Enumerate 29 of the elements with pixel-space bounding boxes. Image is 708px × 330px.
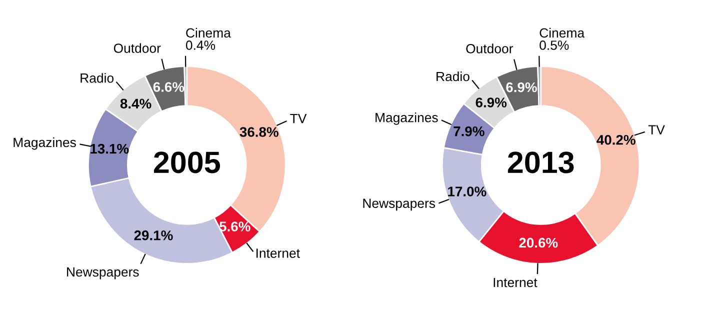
data-label: 6.9%	[476, 98, 507, 108]
slice-label: Magazines	[14, 137, 76, 150]
slice-label: Radio	[80, 73, 114, 83]
data-label: 36.8%	[240, 127, 278, 137]
slice-label: Radio	[436, 71, 470, 82]
data-label: 0.5%	[540, 40, 569, 50]
data-label: 0.4%	[186, 40, 216, 50]
slice-label: TV	[648, 125, 665, 134]
slice-label: Outdoor	[114, 43, 161, 53]
slice-label: Cinema	[540, 28, 585, 38]
data-label: 6.9%	[506, 82, 537, 92]
data-label: 20.6%	[519, 238, 558, 248]
slice-label: TV	[290, 114, 307, 124]
slice-label: Newspapers	[363, 198, 436, 211]
data-label: 29.1%	[134, 230, 173, 240]
data-label: 17.0%	[448, 186, 486, 196]
data-label: 7.9%	[454, 126, 484, 136]
slice-label: Internet	[494, 278, 538, 288]
text: 2013	[508, 152, 574, 174]
data-label: 40.2%	[596, 134, 636, 145]
slice-label: Outdoor	[466, 44, 514, 54]
slice-label: Internet	[256, 248, 300, 258]
slice-label: Newspapers	[67, 267, 139, 280]
data-label: 13.1%	[90, 144, 129, 154]
data-label: 5.6%	[219, 222, 250, 232]
data-label: 8.4%	[120, 98, 152, 109]
slice-label: Cinema	[186, 28, 231, 38]
slice-label: Magazines	[376, 112, 438, 125]
text: 2005	[154, 152, 220, 174]
